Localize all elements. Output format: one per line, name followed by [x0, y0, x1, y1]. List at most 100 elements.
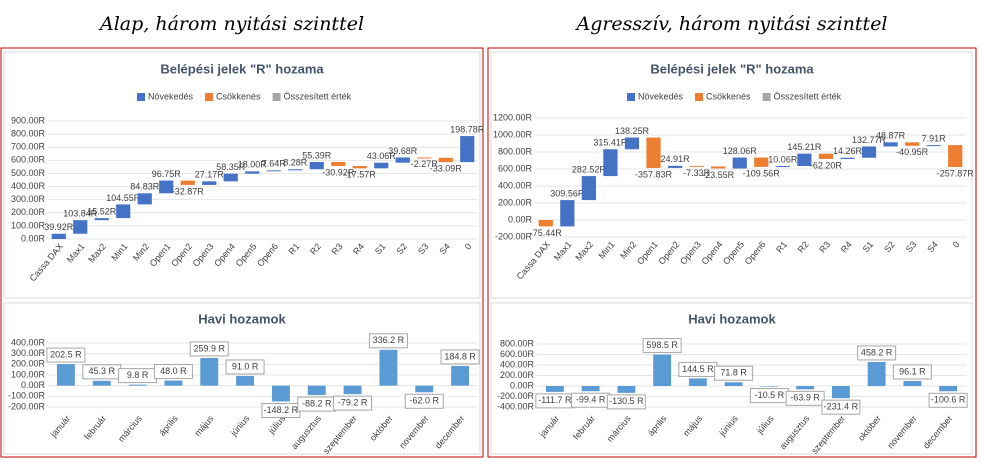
data-label: 259.9 R — [193, 343, 225, 353]
label-box — [928, 392, 968, 408]
bar — [867, 361, 886, 386]
data-label: 184.8 R — [444, 351, 476, 361]
data-label: -148.2 R — [264, 405, 299, 415]
bar — [202, 181, 217, 185]
data-label: 45.3 R — [88, 366, 115, 376]
data-label: 48.0 R — [160, 366, 187, 376]
chart-frame — [3, 51, 481, 299]
data-label: -2.27R — [411, 159, 439, 169]
y-tick-label: 100.00R — [11, 220, 46, 230]
data-label: 39.68R — [388, 146, 418, 156]
label-box — [189, 341, 229, 357]
bar — [646, 137, 661, 168]
y-tick-label: 0.00R — [510, 380, 535, 390]
bar — [617, 386, 636, 393]
bar — [818, 153, 834, 159]
data-label: -30.92R — [322, 167, 355, 177]
data-label: 27.17R — [195, 170, 225, 180]
legend-swatch — [627, 93, 635, 101]
bar — [538, 220, 553, 227]
legend-label: Növekedés — [638, 91, 684, 101]
bar — [831, 386, 850, 399]
bar — [56, 364, 75, 386]
x-tick-label: 0 — [951, 239, 962, 249]
bar — [73, 220, 88, 234]
panel-border — [0, 47, 484, 458]
label-box — [153, 364, 193, 380]
chart-title: Havi hozamok — [198, 311, 286, 326]
legend-label: Növekedés — [148, 91, 194, 101]
data-label: 132.77R — [852, 135, 887, 145]
chart-frame — [490, 51, 973, 299]
data-label: 24.91R — [661, 154, 691, 164]
y-tick-label: 300.00R — [11, 194, 46, 204]
bar — [307, 385, 326, 396]
label-box — [642, 338, 682, 354]
data-label: -88.2 R — [302, 398, 332, 408]
bar — [688, 378, 707, 386]
bar — [724, 382, 743, 386]
data-label: 309.56R — [550, 188, 585, 198]
label-box — [440, 349, 480, 365]
data-label: -111.7 R — [538, 395, 572, 405]
data-label: 458.2 R — [861, 347, 893, 357]
bar — [926, 145, 941, 147]
label-box — [606, 394, 646, 410]
y-tick-label: -200.00R — [495, 231, 533, 241]
data-label: 7.91R — [922, 133, 947, 143]
label-box — [785, 390, 825, 406]
bar — [797, 153, 812, 167]
data-label: -32.87R — [172, 186, 205, 196]
data-label: -63.9 R — [790, 393, 820, 403]
data-label: 43.06R — [367, 151, 397, 161]
label-box — [368, 333, 408, 349]
bar — [200, 357, 219, 386]
legend-label: Csökkenés — [216, 91, 261, 101]
bar — [415, 385, 434, 393]
data-label: 198.78R — [450, 124, 485, 134]
bar — [560, 200, 575, 227]
data-label: 55.39R — [302, 150, 332, 160]
data-label: 15.52R — [87, 206, 117, 216]
label-box — [714, 365, 754, 381]
y-tick-label: 400.00R — [500, 359, 535, 369]
bar — [379, 349, 398, 386]
y-tick-label: -400.00R — [497, 401, 535, 411]
data-label: 58.35R — [216, 162, 246, 172]
bar — [223, 173, 238, 182]
data-label: 10.06R — [768, 154, 798, 164]
bar — [760, 386, 779, 387]
bar — [51, 233, 66, 239]
bar — [883, 142, 898, 147]
legend-label: Összesített érték — [284, 91, 352, 101]
data-label: 14.26R — [833, 146, 863, 156]
bar — [164, 380, 183, 386]
data-label: -357.83R — [635, 169, 673, 179]
y-tick-label: 600.00R — [11, 155, 46, 165]
y-tick-label: 700.00R — [11, 142, 46, 152]
data-label: -62.20R — [810, 160, 843, 170]
bar — [624, 137, 640, 150]
data-label: 84.83R — [130, 182, 160, 192]
data-label: -62.0 R — [409, 396, 439, 406]
label-box — [333, 395, 373, 411]
y-tick-label: 0.00R — [21, 233, 46, 243]
data-label: 91.0 R — [232, 361, 259, 371]
data-label: -79.2 R — [338, 397, 368, 407]
y-tick-label: 300.00R — [11, 348, 46, 358]
bar — [343, 385, 362, 395]
data-label: -23.55R — [702, 170, 735, 180]
label-box — [46, 347, 86, 363]
y-tick-label: 600.00R — [500, 349, 535, 359]
data-label: 71.8 R — [720, 368, 747, 378]
data-label: 103.84R — [63, 209, 98, 219]
bar — [245, 171, 260, 174]
bar — [796, 386, 815, 390]
data-label: 138.25R — [615, 126, 650, 136]
bar — [603, 149, 618, 177]
bar — [775, 166, 790, 168]
y-tick-label: 400.00R — [11, 181, 46, 191]
chart-title: Belépési jelek "R" hozama — [650, 61, 814, 76]
y-tick-label: -200.00R — [8, 401, 46, 411]
data-label: -257.87R — [937, 168, 975, 178]
